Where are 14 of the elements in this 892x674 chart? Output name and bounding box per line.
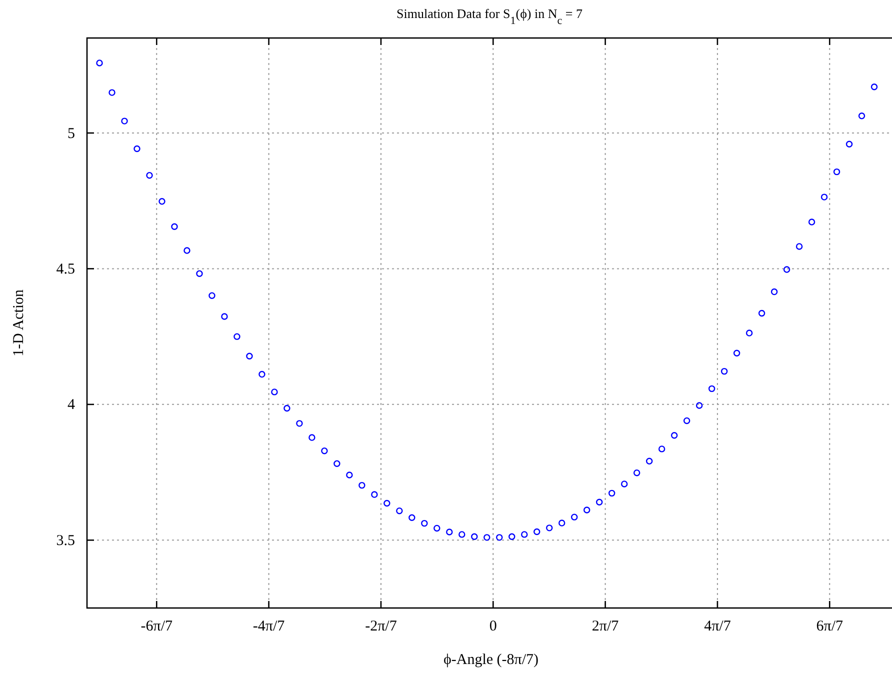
y-tick-label: 4.5 [56,262,75,278]
y-tick-label: 3.5 [56,532,75,549]
chart-title: Simulation Data for S$_{1}$(ϕ) in N$_{c}$ = 7 [396,6,583,27]
x-tick-label: 4π/7 [704,618,732,635]
x-axis-title: ϕ-Angle (-8π/7) [443,652,539,668]
y-axis-title: 1-D Action [11,288,27,357]
y-tick-label: 4 [68,397,76,414]
x-tick-label: -6π/7 [140,618,173,635]
x-tick-label: -4π/7 [252,618,286,635]
x-tick-label: 2π/7 [592,618,620,635]
x-tick-label: 0 [489,618,497,635]
y-tick-label: 5 [68,126,75,142]
x-tick-label: 6π/7 [816,618,844,635]
x-tick-label: -2π/7 [365,618,398,635]
